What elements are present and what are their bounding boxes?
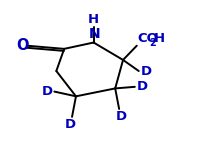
Text: O: O	[17, 38, 29, 53]
Text: D: D	[137, 80, 148, 93]
Text: H: H	[153, 32, 165, 45]
Text: N: N	[89, 27, 100, 41]
Text: D: D	[116, 110, 127, 123]
Text: H: H	[88, 13, 99, 26]
Text: CO: CO	[138, 32, 159, 45]
Text: D: D	[64, 118, 76, 131]
Text: D: D	[141, 65, 152, 77]
Text: D: D	[41, 85, 52, 98]
Text: 2: 2	[149, 38, 156, 48]
